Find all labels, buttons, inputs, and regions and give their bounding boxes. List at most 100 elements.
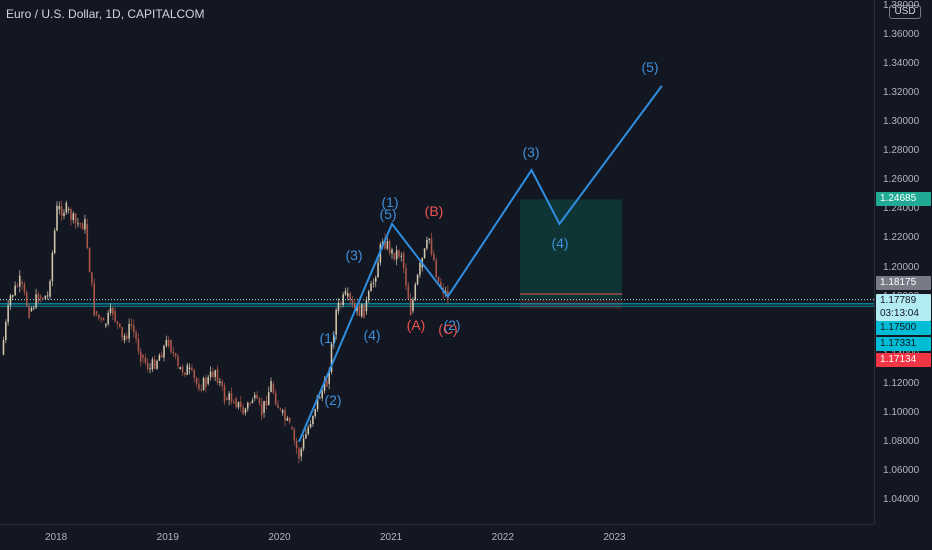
candle-body [384, 238, 386, 249]
candle-body [193, 369, 196, 378]
price-tick: 1.10000 [883, 406, 920, 418]
candle-body [98, 314, 100, 319]
candle-body [333, 334, 335, 344]
price-tick: 1.38000 [883, 0, 920, 11]
candle-body [367, 291, 370, 301]
candle-body [21, 282, 23, 284]
candle-body [316, 395, 319, 410]
wave-label-blue: (5) [641, 59, 658, 75]
candle-body [109, 307, 112, 313]
candle-body [351, 300, 354, 304]
candle-body [181, 366, 184, 373]
candle-body [440, 282, 442, 288]
price-tick: 1.34000 [883, 58, 920, 70]
candle-body [84, 219, 86, 230]
candle-body [95, 311, 98, 315]
candle-body [402, 252, 405, 269]
candle-body [9, 295, 12, 306]
time-tick: 2022 [491, 532, 514, 543]
candle-body [244, 408, 247, 413]
target-price-tag: 1.24685 [876, 192, 931, 206]
candle-body [214, 370, 216, 377]
candle-body [53, 230, 56, 253]
candle-body [267, 391, 270, 406]
candle-body [286, 417, 289, 421]
candle-body [228, 393, 230, 400]
candle-body [298, 448, 300, 459]
stop-price-tag: 1.17134 [876, 353, 931, 367]
candle-body [165, 340, 168, 346]
price-tick: 1.28000 [883, 145, 920, 157]
candle-body [42, 298, 44, 300]
wave-label-blue: (3) [522, 144, 539, 160]
price-tick: 1.26000 [883, 174, 920, 186]
chart-pane[interactable]: (1) (2) (3) (4) (5) (1) (2) (3) (4) (5) (A) (B) (C) … [0, 0, 874, 524]
candle-body [337, 302, 340, 312]
candle-body [65, 202, 68, 213]
candle-body [230, 393, 233, 402]
candle-body [114, 311, 116, 322]
candle-body [121, 327, 123, 338]
wave-label-red: (C) [438, 321, 457, 337]
candle-body [260, 403, 263, 416]
time-axis[interactable]: 2018 2019 2020 2021 2022 2023 [0, 524, 874, 550]
candle-body [49, 281, 51, 297]
candle-body [67, 209, 70, 211]
price-chart[interactable]: (1)(2)(3)(4)(5)(1)(2)(3)(4)(5)(A)(B)(C) [0, 0, 874, 524]
candle-body [14, 285, 16, 296]
candle-body [72, 213, 75, 220]
candle-body [284, 410, 286, 421]
candle-body [277, 404, 279, 409]
currency-badge[interactable]: USD [889, 5, 921, 19]
candles [2, 200, 449, 464]
candle-body [37, 294, 40, 302]
candle-body [374, 277, 377, 283]
candle-body [191, 367, 193, 370]
price-tick: 1.36000 [883, 29, 920, 40]
candle-body [330, 343, 333, 373]
candle-body [353, 303, 356, 310]
candle-body [216, 369, 219, 383]
candle-body [249, 402, 251, 404]
candle-body [205, 377, 207, 387]
candle-body [312, 416, 314, 424]
wave-labels: (1)(2)(3)(4)(5)(1)(2)(3)(4)(5)(A)(B)(C) [319, 59, 658, 408]
candle-body [400, 255, 403, 257]
time-tick: 2020 [268, 532, 291, 543]
candle-body [70, 209, 72, 220]
candle-body [251, 400, 254, 403]
candle-body [300, 448, 303, 457]
candle-body [265, 400, 268, 406]
candle-body [88, 247, 91, 273]
wave-drawing[interactable] [298, 85, 663, 443]
symbol-title[interactable]: Euro / U.S. Dollar, 1D, CAPITALCOM [6, 7, 205, 21]
candle-body [119, 323, 121, 328]
price-axis[interactable]: USD 1.38000 1.36000 1.34000 1.32000 1.30000 1… [874, 0, 932, 524]
candle-body [358, 305, 361, 317]
position-zones[interactable] [520, 199, 622, 310]
candle-body [2, 340, 5, 355]
candle-body [223, 385, 226, 402]
candle-body [398, 250, 400, 257]
time-tick: 2019 [156, 532, 179, 543]
candle-body [386, 241, 389, 249]
candle-body [135, 332, 137, 339]
candle-body [74, 213, 77, 224]
candle-body [144, 357, 147, 363]
candle-body [372, 282, 375, 284]
candle-body [377, 262, 379, 278]
candle-body [365, 300, 368, 312]
candle-body [360, 304, 363, 317]
wave-label-red: (B) [425, 203, 444, 219]
stop-line-tag: 1.18175 [876, 276, 931, 290]
entry-price-tag: 1.17500 [876, 321, 931, 335]
candle-body [46, 295, 49, 297]
candle-body [128, 323, 130, 339]
candle-body [186, 365, 189, 375]
candle-body [132, 325, 135, 333]
candle-body [263, 400, 265, 413]
wave-label-blue: (2) [324, 392, 341, 408]
candle-body [405, 268, 407, 286]
price-levels [0, 299, 874, 307]
candle-body [125, 335, 128, 339]
